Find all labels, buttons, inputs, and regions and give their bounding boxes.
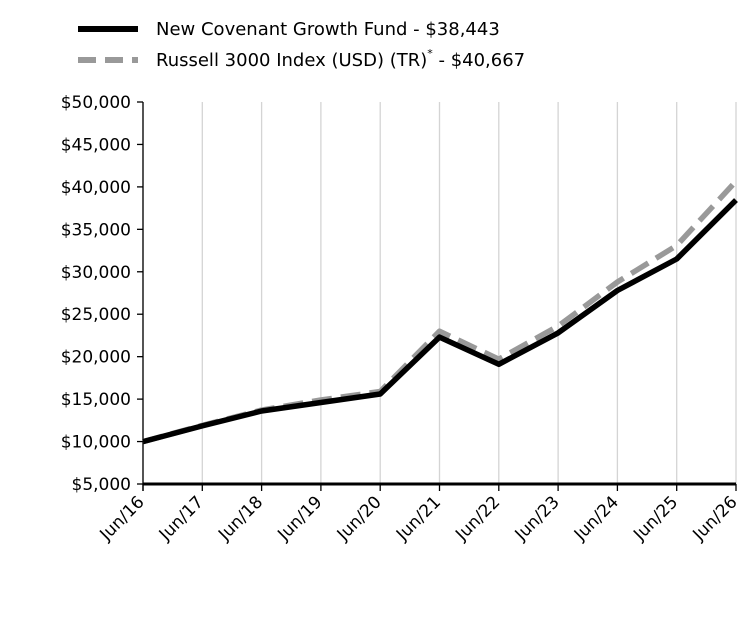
grid-lines bbox=[142, 102, 737, 484]
x-tick-label: Jun/25 bbox=[629, 492, 682, 545]
legend-label-index-tail: - $40,667 bbox=[433, 50, 525, 71]
axes bbox=[137, 101, 737, 491]
x-tick-label: Jun/23 bbox=[511, 492, 564, 545]
legend: New Covenant Growth Fund - $38,443 Russe… bbox=[78, 19, 525, 71]
legend-label-index-main: Russell 3000 Index (USD) (TR) bbox=[156, 50, 427, 71]
y-tick-label: $25,000 bbox=[61, 305, 131, 325]
y-tick-labels: $5,000 $10,000 $15,000 $20,000 $25,000 $30,00… bbox=[61, 93, 131, 495]
x-tick-label: Jun/16 bbox=[96, 492, 149, 545]
x-tick-label: Jun/24 bbox=[570, 492, 623, 545]
x-tick-label: Jun/18 bbox=[214, 492, 267, 545]
y-tick-label: $45,000 bbox=[61, 135, 131, 155]
y-tick-label: $20,000 bbox=[61, 348, 131, 368]
y-tick-label: $10,000 bbox=[61, 433, 131, 453]
y-tick-label: $35,000 bbox=[61, 220, 131, 240]
x-tick-label: Jun/21 bbox=[392, 492, 445, 545]
x-tick-labels: Jun/16 Jun/17 Jun/18 Jun/19 Jun/20 Jun/21 Jun/… bbox=[96, 492, 742, 545]
legend-label-fund: New Covenant Growth Fund - $38,443 bbox=[156, 19, 500, 40]
x-tick-label: Jun/19 bbox=[273, 492, 326, 545]
y-tick-label: $5,000 bbox=[72, 475, 131, 495]
x-tick-label: Jun/22 bbox=[451, 492, 504, 545]
legend-label-index-sup: * bbox=[427, 47, 433, 60]
legend-label-index: Russell 3000 Index (USD) (TR)* - $40,667 bbox=[156, 47, 525, 71]
x-tick-label: Jun/26 bbox=[689, 492, 742, 545]
y-tick-label: $15,000 bbox=[61, 390, 131, 410]
y-tick-label: $40,000 bbox=[61, 178, 131, 198]
x-tick-label: Jun/20 bbox=[333, 492, 386, 545]
y-tick-label: $30,000 bbox=[61, 263, 131, 283]
series-lines bbox=[142, 179, 739, 445]
series-line-fund bbox=[142, 198, 738, 445]
y-tick-label: $50,000 bbox=[61, 93, 131, 113]
x-tick-label: Jun/17 bbox=[155, 492, 208, 545]
